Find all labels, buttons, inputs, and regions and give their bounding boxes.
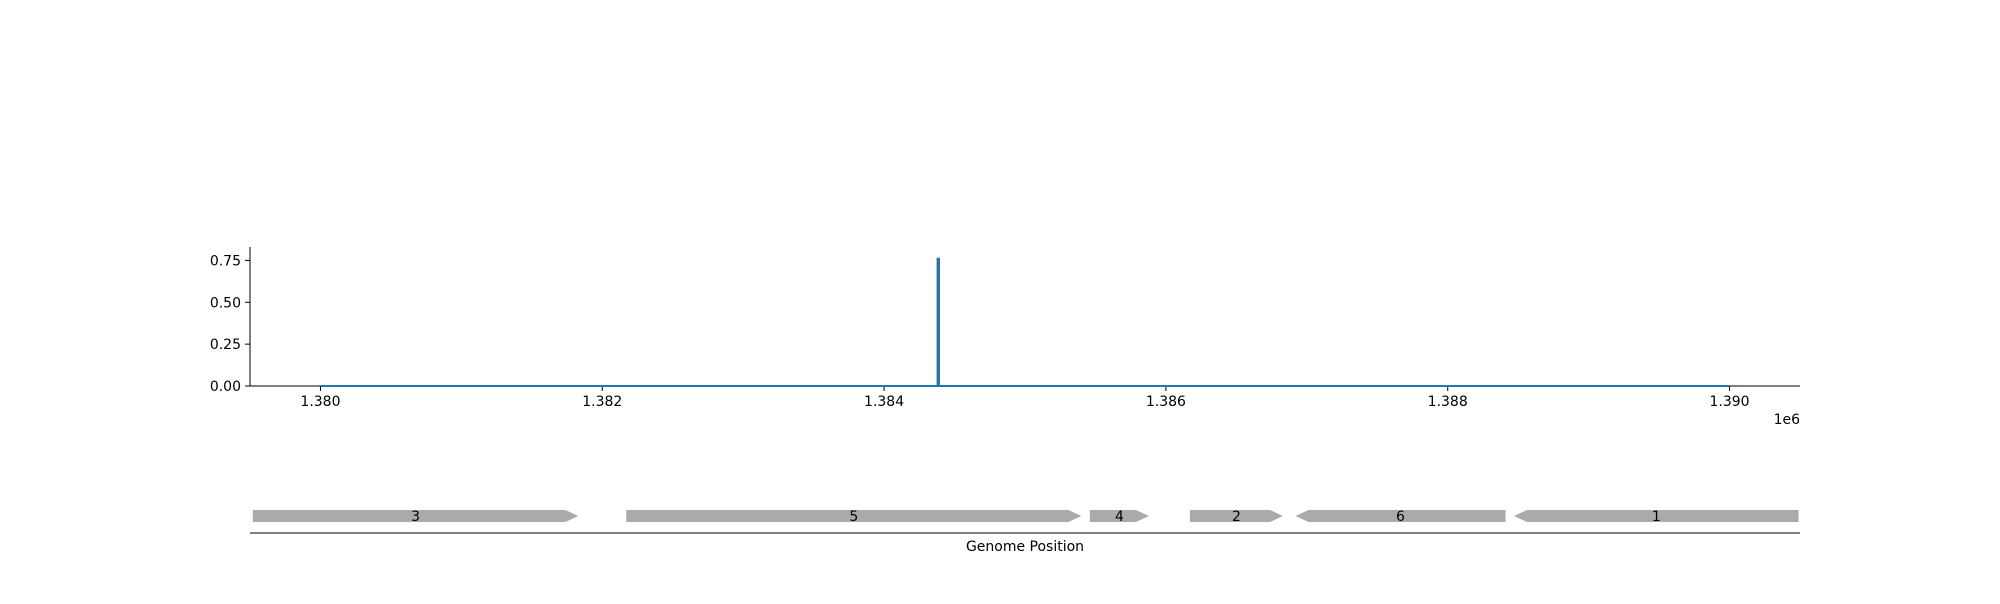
- gene-track-panel: 3 5 4 2 6 1 Genome Position: [250, 509, 1800, 555]
- y-tick-label: 0.25: [210, 337, 241, 353]
- y-tick-label: 0.50: [210, 295, 241, 311]
- gene-arrow: [1189, 510, 1283, 522]
- x-tick-label: 1.382: [582, 394, 622, 410]
- x-axis-ticks: 1.380 1.382 1.384 1.386 1.388 1.390: [300, 386, 1750, 410]
- gene-label: 5: [849, 509, 858, 525]
- gene-track-xlabel: Genome Position: [966, 539, 1084, 555]
- gene-label: 4: [1115, 509, 1124, 525]
- x-axis-offset-label: 1e6: [1774, 412, 1801, 428]
- gene-label: 3: [411, 509, 420, 525]
- series-line: [320, 257, 1730, 387]
- gene-label: 1: [1652, 509, 1661, 525]
- gene-arrow: [1089, 510, 1149, 522]
- series-layer: [320, 257, 1730, 387]
- y-tick-label: 0.00: [210, 379, 241, 395]
- genes-layer: 3 5 4 2 6 1: [252, 509, 1799, 525]
- y-tick-label: 0.75: [210, 253, 241, 269]
- x-tick-label: 1.384: [864, 394, 904, 410]
- y-axis-ticks: 0.00 0.25 0.50 0.75: [210, 253, 250, 395]
- x-tick-label: 1.390: [1709, 394, 1749, 410]
- gene-arrow: [1295, 510, 1506, 522]
- gene-arrow: [252, 510, 579, 522]
- gene-label: 2: [1232, 509, 1241, 525]
- x-tick-label: 1.386: [1146, 394, 1186, 410]
- x-tick-label: 1.380: [300, 394, 340, 410]
- signal-plot-panel: 1.380 1.382 1.384 1.386 1.388 1.390 0.000.250…: [210, 247, 1800, 428]
- gene-arrow: [1514, 510, 1799, 522]
- gene-arrow: [626, 510, 1082, 522]
- gene-label: 6: [1396, 509, 1405, 525]
- x-tick-label: 1.388: [1428, 394, 1468, 410]
